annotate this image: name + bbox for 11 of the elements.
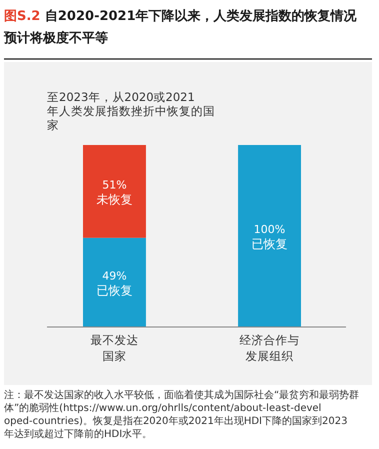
series-label: 已恢复 — [96, 283, 132, 298]
chart-subtitle: 至2023年，从2020或2021年人类发展指数挫折中恢复的国家 — [47, 90, 215, 132]
data-label: 49% — [102, 269, 127, 282]
chart-title: 图S.2 自2020-2021年下降以来，人类发展指数的恢复情况预计将极度不平等 — [3, 9, 358, 46]
data-label: 51% — [102, 178, 127, 192]
x-tick-label: 经济合作与发展组织 — [240, 333, 300, 363]
data-label: 100% — [254, 223, 286, 236]
text: 已恢复 — [252, 237, 288, 251]
text: 注：最不发达国家的收入水平较低，面临着使其成为国际社会“最贫穷和最弱势群体”的脆弱性(https://www.un.org/ohrlls/content/about-least-developed-countries)。恢复是指在2020年或2021年出现HDI下降的国家到2023年达到或超过下降前的HDI水平。 — [4, 389, 360, 440]
series-label: 未恢复 — [96, 192, 132, 206]
x-tick-label: 最不发达国家 — [90, 333, 138, 363]
